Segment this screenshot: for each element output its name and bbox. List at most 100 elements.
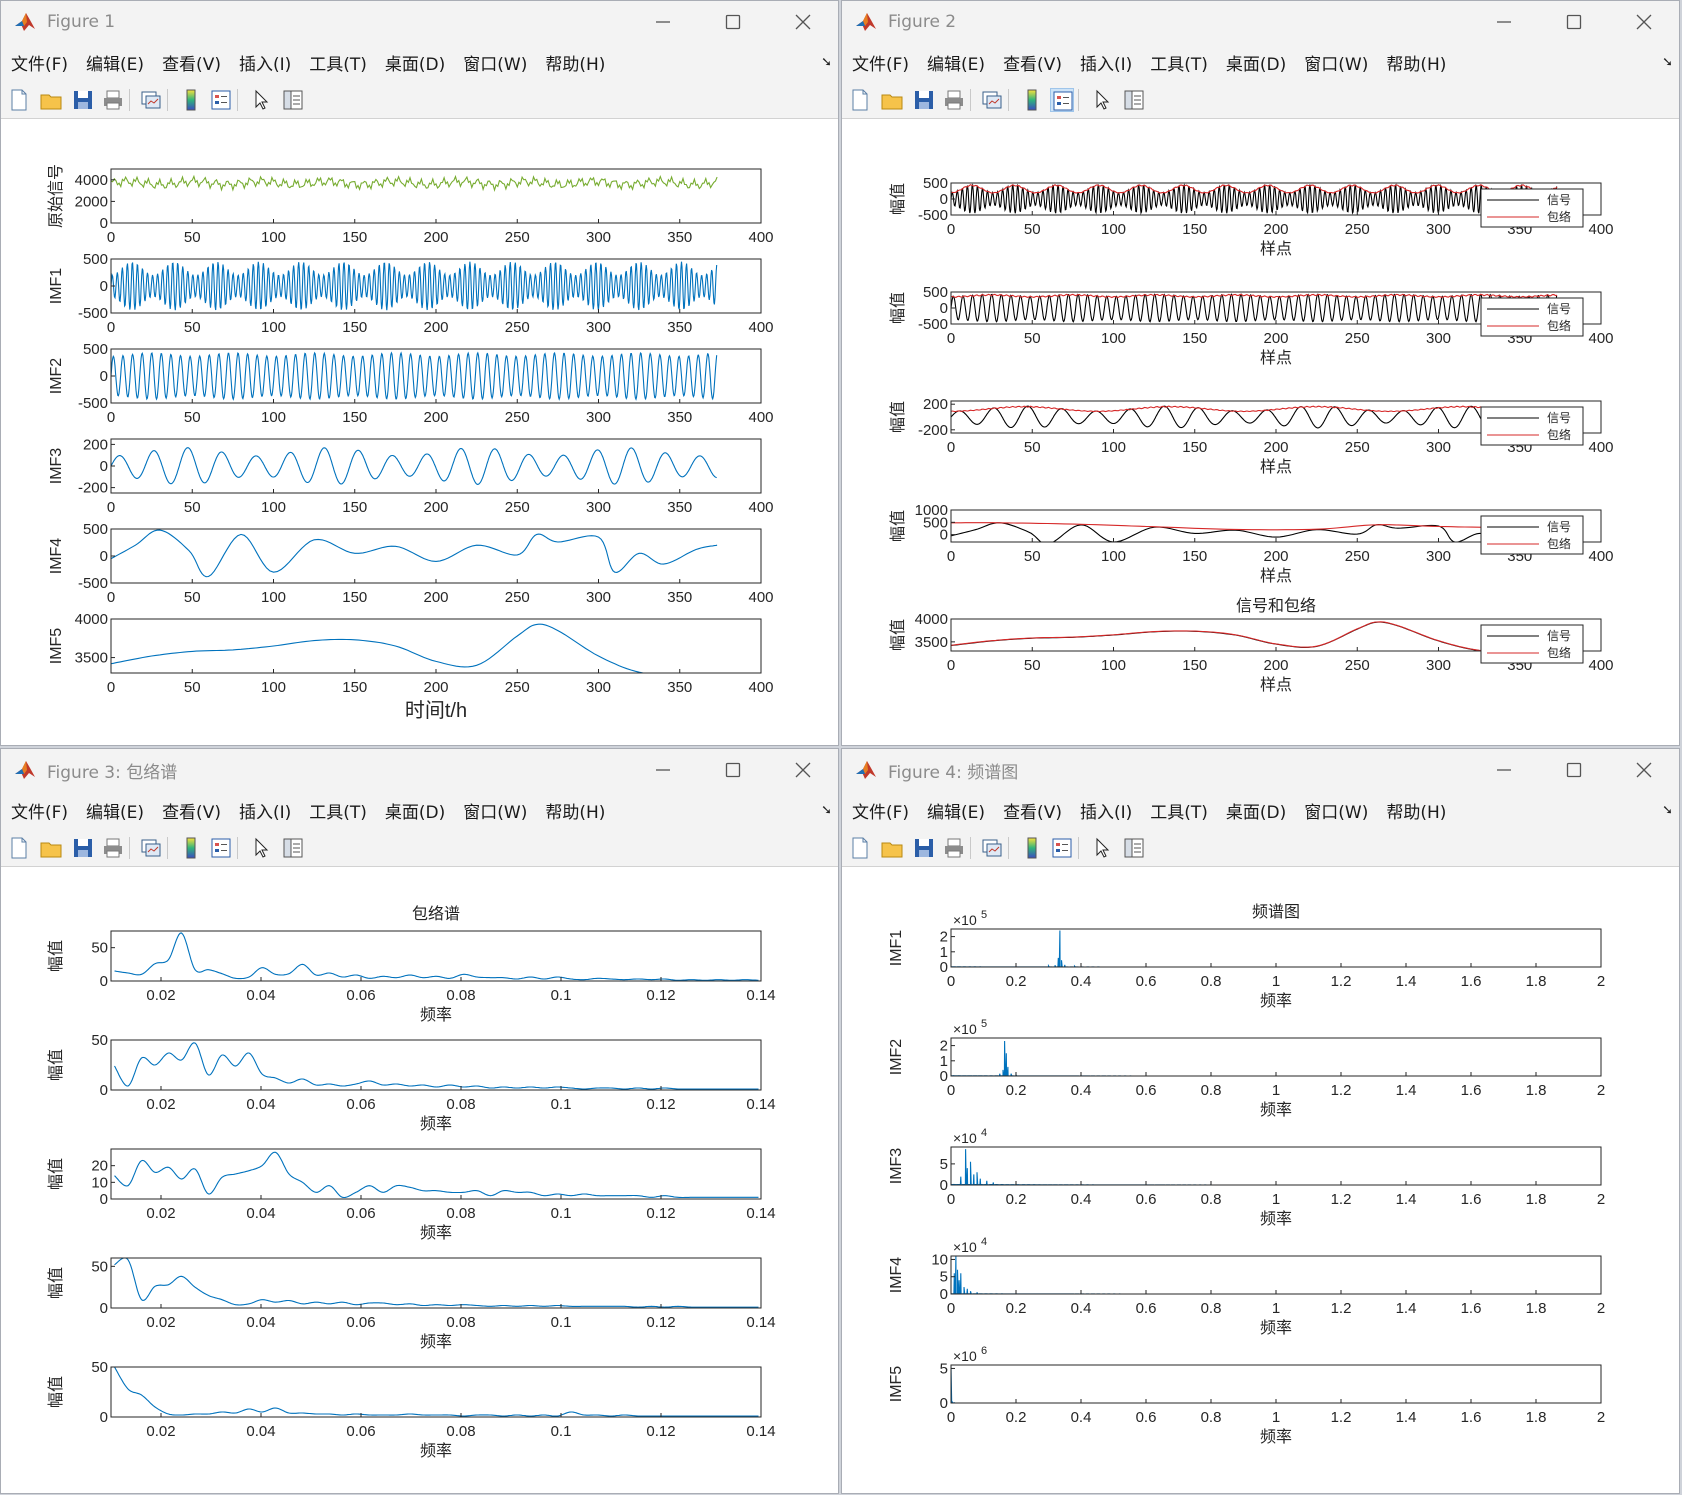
- menu-item[interactable]: 帮助(H): [545, 54, 606, 75]
- menu-item[interactable]: 窗口(W): [1304, 54, 1369, 75]
- new-figure-button[interactable]: [7, 836, 31, 860]
- open-file-button[interactable]: [39, 836, 63, 860]
- menu-item[interactable]: 工具(T): [1150, 802, 1208, 823]
- menu-item[interactable]: 插入(I): [238, 54, 292, 75]
- link-plot-button[interactable]: [139, 836, 163, 860]
- legend-button[interactable]: [209, 836, 233, 860]
- colorbar-button[interactable]: [179, 836, 203, 860]
- pointer-button[interactable]: [1090, 88, 1114, 112]
- minimize-button[interactable]: [1469, 1, 1539, 43]
- menu-item[interactable]: 桌面(D): [384, 802, 446, 823]
- menu-item[interactable]: 文件(F): [11, 802, 69, 823]
- print-button[interactable]: [942, 88, 966, 112]
- menu-item[interactable]: 帮助(H): [545, 802, 606, 823]
- axes-background: [111, 1149, 761, 1199]
- new-figure-button[interactable]: [7, 88, 31, 112]
- colorbar-button[interactable]: [1020, 836, 1044, 860]
- menu-item[interactable]: 窗口(W): [463, 54, 528, 75]
- open-file-button[interactable]: [39, 88, 63, 112]
- title-bar[interactable]: Figure 1: [1, 1, 838, 43]
- menu-item[interactable]: 文件(F): [11, 54, 69, 75]
- x-tick-label: 1.2: [1331, 1409, 1352, 1426]
- menu-item[interactable]: 查看(V): [1003, 54, 1062, 75]
- save-button[interactable]: [71, 88, 95, 112]
- close-button[interactable]: [1609, 749, 1679, 791]
- menu-item[interactable]: 编辑(E): [86, 54, 145, 75]
- title-bar[interactable]: Figure 2: [842, 1, 1679, 43]
- new-figure-button[interactable]: [848, 836, 872, 860]
- menu-item[interactable]: 工具(T): [1150, 54, 1208, 75]
- minimize-button[interactable]: [628, 749, 698, 791]
- menu-item[interactable]: 查看(V): [162, 54, 221, 75]
- y-axis-label: IMF4: [48, 538, 65, 575]
- pointer-button[interactable]: [249, 88, 273, 112]
- close-button[interactable]: [768, 1, 838, 43]
- menu-item[interactable]: 窗口(W): [463, 802, 528, 823]
- dock-arrow-icon[interactable]: ➘: [1662, 55, 1673, 70]
- legend-button[interactable]: [1050, 836, 1074, 860]
- property-inspector-button[interactable]: [281, 836, 305, 860]
- menu-item[interactable]: 工具(T): [309, 802, 367, 823]
- menu-item[interactable]: 文件(F): [852, 802, 910, 823]
- colorbar-button[interactable]: [179, 88, 203, 112]
- open-file-button[interactable]: [880, 88, 904, 112]
- menu-item[interactable]: 查看(V): [1003, 802, 1062, 823]
- legend-button[interactable]: [1050, 88, 1074, 112]
- minimize-button[interactable]: [628, 1, 698, 43]
- link-plot-button[interactable]: [139, 88, 163, 112]
- save-button[interactable]: [71, 836, 95, 860]
- dock-arrow-icon[interactable]: ➘: [1662, 803, 1673, 818]
- x-tick-label: 200: [1263, 439, 1288, 456]
- axes-background: [111, 931, 761, 981]
- link-plot-button[interactable]: [980, 88, 1004, 112]
- pointer-button[interactable]: [249, 836, 273, 860]
- legend-button[interactable]: [209, 88, 233, 112]
- menu-item[interactable]: 帮助(H): [1386, 802, 1447, 823]
- menu-item[interactable]: 工具(T): [309, 54, 367, 75]
- colorbar-button[interactable]: [1020, 88, 1044, 112]
- menu-item[interactable]: 查看(V): [162, 802, 221, 823]
- menu-item[interactable]: 桌面(D): [384, 54, 446, 75]
- minimize-button[interactable]: [1469, 749, 1539, 791]
- new-figure-button[interactable]: [848, 88, 872, 112]
- link-plot-button[interactable]: [980, 836, 1004, 860]
- open-file-button[interactable]: [880, 836, 904, 860]
- menu-item[interactable]: 编辑(E): [927, 802, 986, 823]
- close-button[interactable]: [768, 749, 838, 791]
- close-button[interactable]: [1609, 1, 1679, 43]
- print-button[interactable]: [942, 836, 966, 860]
- property-inspector-button[interactable]: [1122, 836, 1146, 860]
- save-button[interactable]: [912, 88, 936, 112]
- title-bar[interactable]: Figure 4: 频谱图: [842, 749, 1679, 791]
- menu-item[interactable]: 文件(F): [852, 54, 910, 75]
- maximize-button[interactable]: [1539, 749, 1609, 791]
- property-inspector-button[interactable]: [281, 88, 305, 112]
- menu-item[interactable]: 插入(I): [238, 802, 292, 823]
- maximize-button[interactable]: [698, 1, 768, 43]
- pointer-button[interactable]: [1090, 836, 1114, 860]
- menu-item[interactable]: 帮助(H): [1386, 54, 1447, 75]
- menu-item[interactable]: 编辑(E): [86, 802, 145, 823]
- dock-arrow-icon[interactable]: ➘: [821, 803, 832, 818]
- print-button[interactable]: [101, 836, 125, 860]
- title-bar[interactable]: Figure 3: 包络谱: [1, 749, 838, 791]
- menu-item[interactable]: 编辑(E): [927, 54, 986, 75]
- property-inspector-button[interactable]: [1122, 88, 1146, 112]
- matlab-logo-icon: [13, 10, 37, 34]
- maximize-button[interactable]: [1539, 1, 1609, 43]
- menu-item[interactable]: 插入(I): [1079, 802, 1133, 823]
- menu-item[interactable]: 插入(I): [1079, 54, 1133, 75]
- dock-arrow-icon[interactable]: ➘: [821, 55, 832, 70]
- menu-item[interactable]: 桌面(D): [1225, 802, 1287, 823]
- menu-item[interactable]: 窗口(W): [1304, 802, 1369, 823]
- menu-item[interactable]: 桌面(D): [1225, 54, 1287, 75]
- print-button[interactable]: [101, 88, 125, 112]
- y-tick-label: 500: [923, 175, 948, 192]
- maximize-button[interactable]: [698, 749, 768, 791]
- save-button[interactable]: [912, 836, 936, 860]
